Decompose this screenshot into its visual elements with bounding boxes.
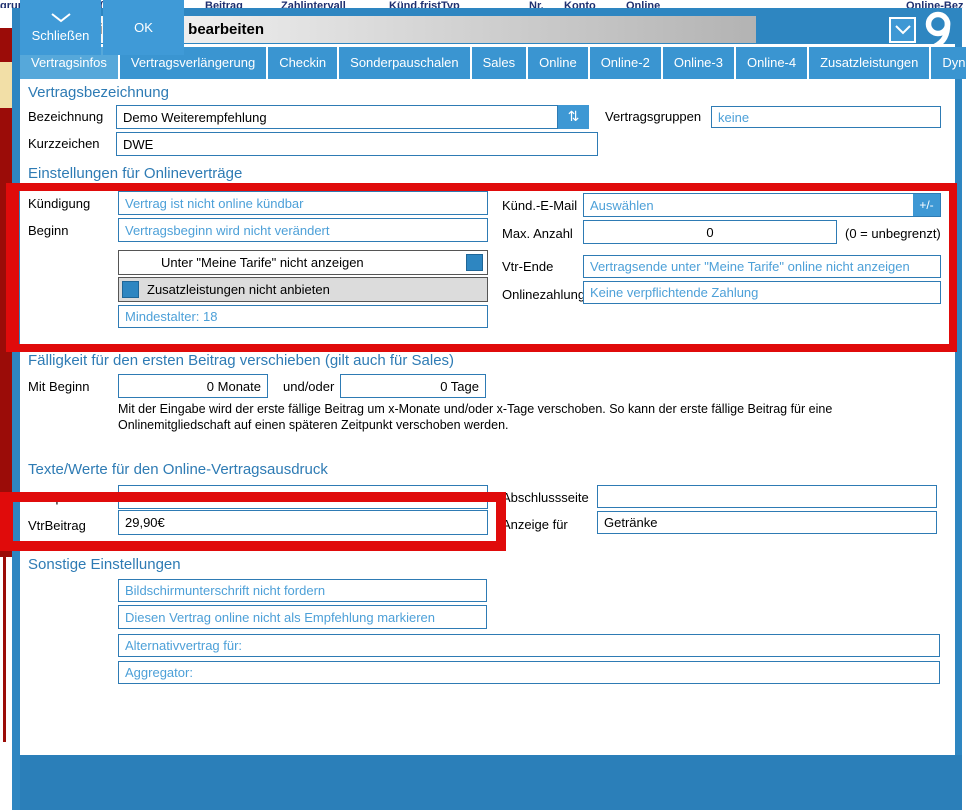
schliessen-button[interactable]: Schließen [20,0,101,55]
footer-bar [20,755,962,810]
kuendigung-select[interactable]: Vertrag ist nicht online kündbar [118,191,488,215]
background-strip-beige [0,62,12,108]
alternativvertrag-input[interactable]: Alternativvertrag für: [118,634,940,657]
max-anzahl-hint: (0 = unbegrenzt) [845,226,941,241]
tab-dynamik[interactable]: Dynamik [931,47,966,79]
abschlussseite-label: Abschlussseite [502,490,589,505]
tab-online-4[interactable]: Online-4 [735,47,808,79]
abschlussseite-input[interactable] [597,485,937,508]
onlinezahlung-select[interactable]: Keine verpflichtende Zahlung [583,281,941,304]
meine-tarife-checkbox[interactable] [466,254,483,271]
meine-tarife-toggle-label: Unter "Meine Tarife" nicht anzeigen [161,255,364,270]
background-strip-red-main [0,108,12,557]
bg-col-typ: Typ [441,0,460,8]
onlinezahlung-label: Onlinezahlung [502,287,586,302]
tage-input[interactable]: 0 Tage [340,374,486,398]
section-heading-sonstige: Sonstige Einstellungen [28,556,181,573]
chevron-down-icon [894,25,911,35]
ok-button[interactable]: OK [103,0,184,55]
translate-swap-button[interactable]: ⇅ [558,105,589,129]
vtr-ende-label: Vtr-Ende [502,259,554,274]
bg-col-konto: Konto [564,0,596,8]
bezeichnung-input[interactable]: Demo Weiterempfehlung [116,105,558,129]
tab-online-3[interactable]: Online-3 [662,47,734,79]
anzeige-fuer-input[interactable]: Getränke [597,511,937,534]
section-heading-texte-werte: Texte/Werte für den Online-Vertragsausdr… [28,461,328,478]
bg-col-online-bez: Online-Bez [906,0,964,8]
monate-input[interactable]: 0 Monate [118,374,268,398]
zusatzleistungen-checkbox[interactable] [122,281,139,298]
mindestalter-input[interactable]: Mindestalter: 18 [118,305,488,328]
section-heading-faelligkeit: Fälligkeit für den ersten Beitrag versch… [28,352,455,369]
meine-tarife-toggle[interactable]: Unter "Meine Tarife" nicht anzeigen [118,250,488,275]
tab-sales[interactable]: Sales [471,47,527,79]
kuend-email-value: Auswählen [590,197,654,213]
section-heading-vertragsbezeichnung: Vertragsbezeichnung [28,84,169,101]
zusatzleistungen-toggle[interactable]: Zusatzleistungen nicht anbieten [118,277,488,302]
section-heading-online-einstellungen: Einstellungen für Onlineverträge [28,165,243,182]
faelligkeit-hint-line2: Onlinemitgliedschaft auf einen späteren … [118,418,509,432]
bg-col-kuendfrist: Künd.frist [389,0,441,8]
vtr-ende-select[interactable]: Vertragsende unter "Meine Tarife" online… [583,255,941,278]
bg-col-beitrag: Beitrag [205,0,243,8]
plus-minus-button[interactable]: +/- [913,194,940,216]
kuendigung-label: Kündigung [28,196,91,211]
empfehlung-option[interactable]: Diesen Vertrag online nicht als Empfehlu… [118,605,487,629]
faelligkeit-hint-line1: Mit der Eingabe wird der erste fällige B… [118,402,833,416]
beginn-select[interactable]: Vertragsbeginn wird nicht verändert [118,218,488,242]
collapse-button[interactable] [889,17,916,43]
mit-beginn-label: Mit Beginn [28,379,90,394]
beginn-label: Beginn [28,223,69,238]
kurzzeichen-input[interactable]: DWE [116,132,598,156]
max-anzahl-input[interactable]: 0 [583,220,837,244]
startpaket-input[interactable] [118,485,488,509]
bildschirmunterschrift-option[interactable]: Bildschirmunterschrift nicht fordern [118,579,487,602]
vertragsgruppen-label: Vertragsgruppen [605,109,702,124]
bg-col-nr: Nr. [529,0,544,8]
ok-button-label: OK [134,20,153,35]
tab-zusatzleistungen[interactable]: Zusatzleistungen [809,47,930,79]
vtrbeitrag-input[interactable]: 29,90€ [118,510,488,535]
tab-checkin[interactable]: Checkin [268,47,338,79]
tab-sonderpauschalen[interactable]: Sonderpauschalen [339,47,470,79]
bezeichnung-label: Bezeichnung [28,109,104,124]
tab-online[interactable]: Online [528,47,588,79]
background-strip-red-top [0,28,12,62]
vertragsgruppen-input[interactable]: keine [711,106,941,128]
kurzzeichen-label: Kurzzeichen [28,136,100,151]
anzeige-fuer-label: Anzeige für [502,517,568,532]
undoder-label: und/oder [283,379,335,394]
schliessen-button-label: Schließen [31,28,90,43]
zusatzleistungen-toggle-label: Zusatzleistungen nicht anbieten [147,282,330,297]
background-line-red [3,557,6,742]
aggregator-input[interactable]: Aggregator: [118,661,940,684]
swap-vertical-icon: ⇅ [567,109,580,125]
max-anzahl-label: Max. Anzahl [502,226,573,241]
tab-online-2[interactable]: Online-2 [589,47,661,79]
chevron-down-icon [50,13,71,23]
bg-col-online: Online [626,0,661,8]
vtrbeitrag-label: VtrBeitrag [28,518,86,533]
bg-col-zahlintervall: Zahlintervall [281,0,346,8]
kuend-email-label: Künd.-E-Mail [502,198,578,213]
startpaket-label: Startpaket [28,490,88,505]
kuend-email-select[interactable]: Auswählen +/- [583,193,941,217]
